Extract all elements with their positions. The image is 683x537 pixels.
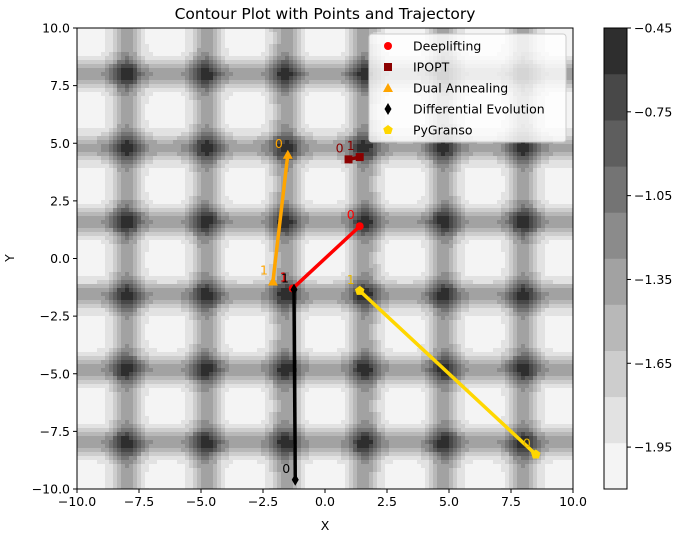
deeplifting-point-label: 1 (280, 269, 288, 284)
colorbar-tick-label: −1.65 (634, 356, 672, 371)
ipopt-point (355, 153, 364, 162)
colorbar-tick-label: −1.35 (634, 272, 672, 287)
differential-evolution-point (290, 283, 298, 296)
ipopt-point-label: 0 (336, 140, 344, 155)
colorbar-tick-label: −0.45 (634, 21, 672, 36)
x-tick-label: 10.0 (559, 494, 587, 509)
legend-marker-ipopt (384, 63, 392, 71)
x-tick-label: −10.0 (58, 494, 96, 509)
y-tick-label: 10.0 (42, 21, 70, 36)
x-tick-label: 2.5 (377, 494, 397, 509)
pygranso-point-label: 1 (347, 272, 355, 287)
series-layer (267, 149, 541, 486)
colorbar-level (604, 350, 627, 398)
differential-evolution-point (291, 473, 299, 486)
colorbar-level (604, 28, 627, 75)
legend-marker-deeplifting (384, 42, 392, 50)
differential-evolution-point-label: 1 (281, 271, 289, 286)
legend-box (368, 33, 567, 143)
colorbar-frame (603, 27, 628, 490)
chart-title: Contour Plot with Points and Trajectory (175, 5, 476, 23)
colorbar-level (604, 166, 627, 213)
dual-annealing-point-label: 1 (260, 263, 268, 278)
x-tick-label: 5.0 (439, 494, 459, 509)
colorbar-level (604, 442, 627, 490)
legend-label-differential-evolution: Differential Evolution (413, 102, 545, 117)
y-tick-label: 5.0 (50, 136, 70, 151)
y-tick-label: −10.0 (32, 482, 70, 497)
ipopt-point-label: 1 (347, 138, 355, 153)
x-tick-label: 0.0 (315, 494, 335, 509)
legend-marker-pygranso (383, 125, 393, 135)
y-tick-label: −5.0 (40, 366, 70, 381)
colorbar-level (604, 304, 627, 351)
dual-annealing-point-label: 0 (275, 136, 283, 151)
colorbar-tick-label: −1.05 (634, 188, 672, 203)
y-tick-label: −7.5 (40, 424, 70, 439)
x-tick-label: −5.0 (186, 494, 216, 509)
colorbar-tick-label: −1.95 (634, 440, 672, 455)
dual-annealing-point (282, 149, 293, 159)
colorbar-level (604, 212, 627, 259)
y-tick-label: −2.5 (40, 309, 70, 324)
dual-annealing-point (267, 276, 278, 286)
pygranso-point (531, 449, 541, 459)
colorbar-level (604, 74, 627, 121)
y-axis: −10.0 −7.5 −5.0 −2.5 0.0 2.5 5.0 7.5 10.0 (32, 21, 77, 497)
legend: Deeplifting IPOPT Dual Annealing Differenti… (368, 33, 567, 143)
legend-label-ipopt: IPOPT (413, 60, 450, 75)
legend-marker-dual-annealing (383, 83, 393, 92)
y-tick-label: 2.5 (50, 193, 70, 208)
dual-annealing-trajectory-line (271, 154, 290, 282)
colorbar-tick-label: −0.75 (634, 104, 672, 119)
pygranso-point (354, 285, 365, 295)
legend-label-deeplifting: Deeplifting (413, 39, 481, 54)
differential-evolution-point-label: 0 (282, 461, 290, 476)
colorbar-level (604, 258, 627, 305)
differential-evolution-trajectory-line (292, 289, 297, 480)
x-axis: −10.0 −7.5 −5.0 −2.5 0.0 2.5 5.0 7.5 10.0 (58, 489, 587, 509)
pygranso-point-label: 0 (523, 435, 531, 450)
deeplifting-point-label: 0 (347, 207, 355, 222)
legend-marker-differential-evolution (384, 103, 392, 115)
y-axis-label: Y (2, 254, 17, 263)
y-tick-label: 0.0 (50, 251, 70, 266)
colorbar-level (604, 120, 627, 167)
colorbar: −0.45 −0.75 −1.05 −1.35 −1.65 −1.95 (603, 21, 672, 490)
y-tick-label: 7.5 (50, 78, 70, 93)
legend-label-dual-annealing: Dual Annealing (413, 81, 508, 96)
deeplifting-trajectory-line (291, 224, 361, 290)
colorbar-level (604, 396, 627, 444)
ipopt-point (344, 155, 353, 164)
x-tick-label: −7.5 (124, 494, 154, 509)
pygranso-trajectory-line (358, 289, 537, 456)
deeplifting-point (355, 222, 364, 231)
x-tick-label: 7.5 (501, 494, 521, 509)
x-axis-label: X (321, 518, 330, 533)
x-tick-label: −2.5 (248, 494, 278, 509)
legend-label-pygranso: PyGranso (413, 123, 473, 138)
